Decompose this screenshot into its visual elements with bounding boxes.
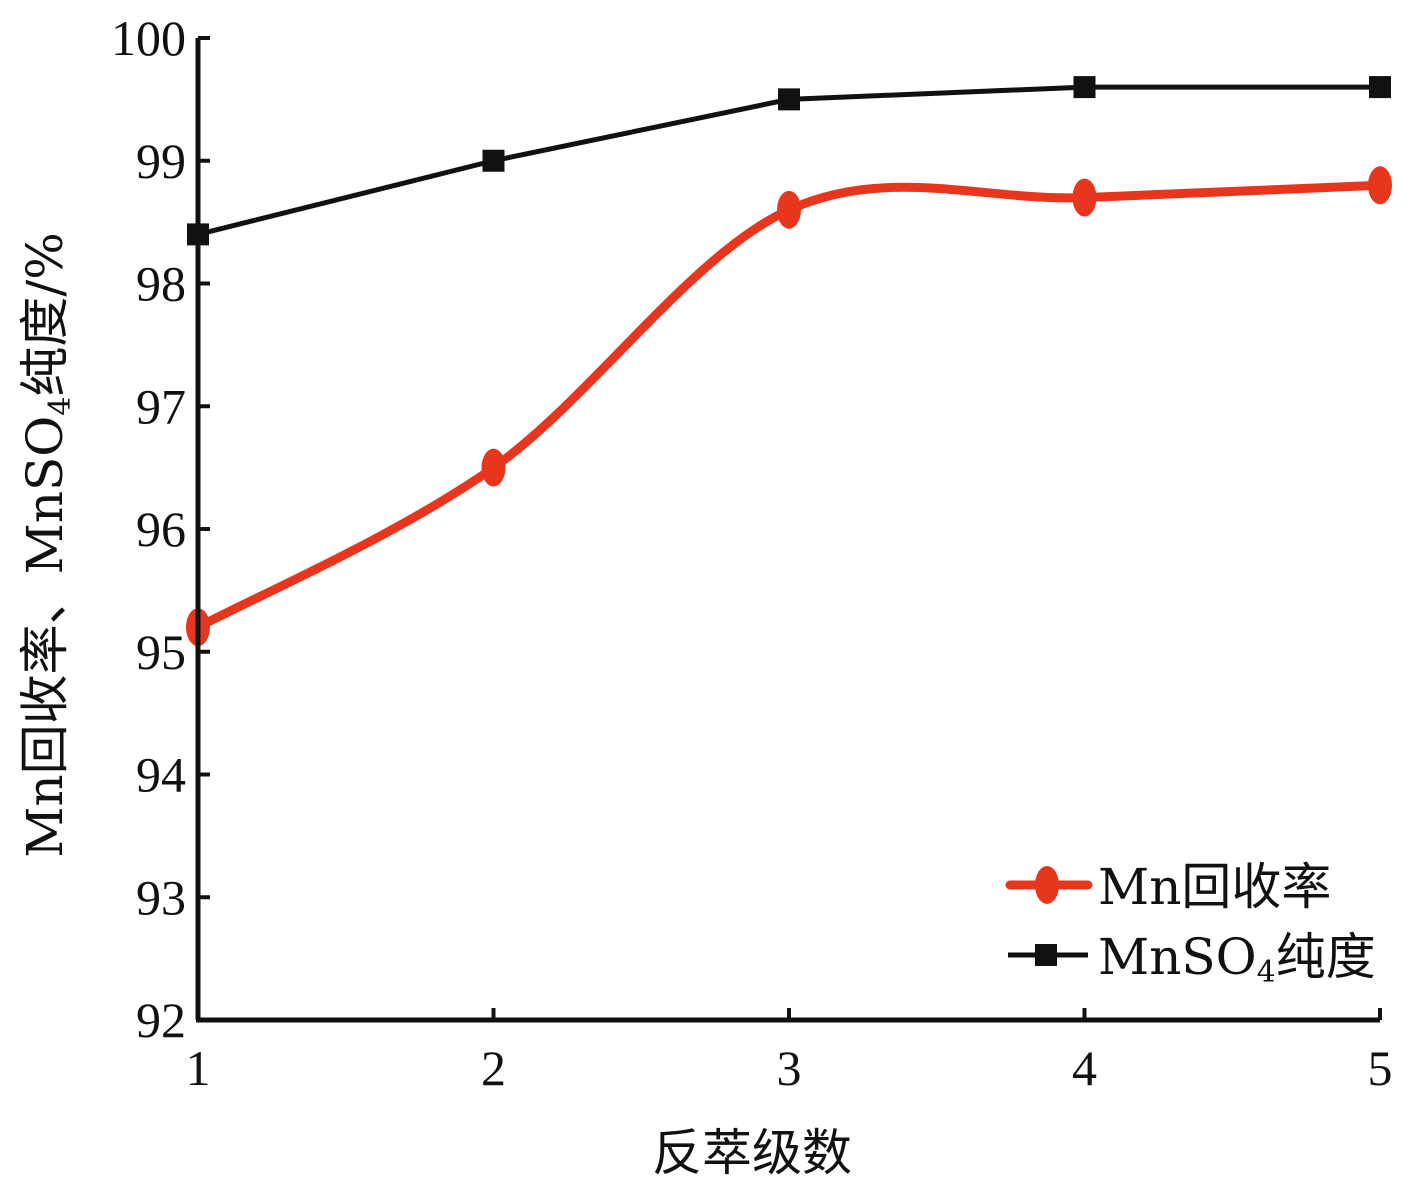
y-tick-label: 98 [136, 256, 186, 312]
legend-label-mn-recovery: Mn回收率 [1098, 858, 1331, 916]
axes: 92 93 94 95 96 97 98 99 100 1 2 3 4 5 [111, 10, 1393, 1096]
x-tick-label: 3 [777, 1040, 802, 1096]
data-point-mnso4-purity [1073, 76, 1096, 99]
legend-item-mn-recovery: Mn回收率 [1005, 858, 1331, 916]
data-point-mn-recovery [1368, 166, 1392, 205]
y-tick-label: 95 [136, 624, 186, 680]
y-tick-label: 96 [136, 501, 186, 557]
data-point-mn-recovery [777, 190, 801, 229]
series-line-mn-recovery [193, 180, 1385, 632]
y-tick-label: 93 [136, 869, 186, 925]
legend-item-mnso4-purity: MnSO4纯度 [1008, 928, 1376, 990]
x-tick-label: 5 [1368, 1040, 1393, 1096]
data-point-mn-recovery [1072, 178, 1097, 217]
plot-area [186, 76, 1392, 647]
y-tick-label: 97 [136, 378, 186, 434]
data-point-mnso4-purity [1369, 76, 1391, 99]
x-tick-label: 4 [1072, 1040, 1097, 1096]
legend-label-mnso4-purity: MnSO4纯度 [1098, 928, 1376, 990]
x-axis-title: 反萃级数 [652, 1124, 852, 1181]
y-tick-label: 94 [136, 747, 186, 803]
y-tick-label: 99 [136, 133, 186, 189]
legend-marker-mn-recovery [1035, 866, 1059, 904]
data-point-mnso4-purity [482, 149, 505, 172]
data-point-mnso4-purity [778, 88, 800, 111]
data-point-mn-recovery [481, 448, 506, 487]
legend: Mn回收率 MnSO4纯度 [1005, 858, 1376, 990]
y-tick-label: 92 [136, 992, 186, 1048]
legend-marker-mnso4-purity [1035, 944, 1057, 966]
y-tick-label: 100 [111, 10, 186, 66]
x-tick-label: 1 [186, 1040, 211, 1096]
y-axis-title: Mn回收率、MnSO4纯度/% [16, 232, 78, 858]
x-tick-label: 2 [481, 1040, 506, 1096]
